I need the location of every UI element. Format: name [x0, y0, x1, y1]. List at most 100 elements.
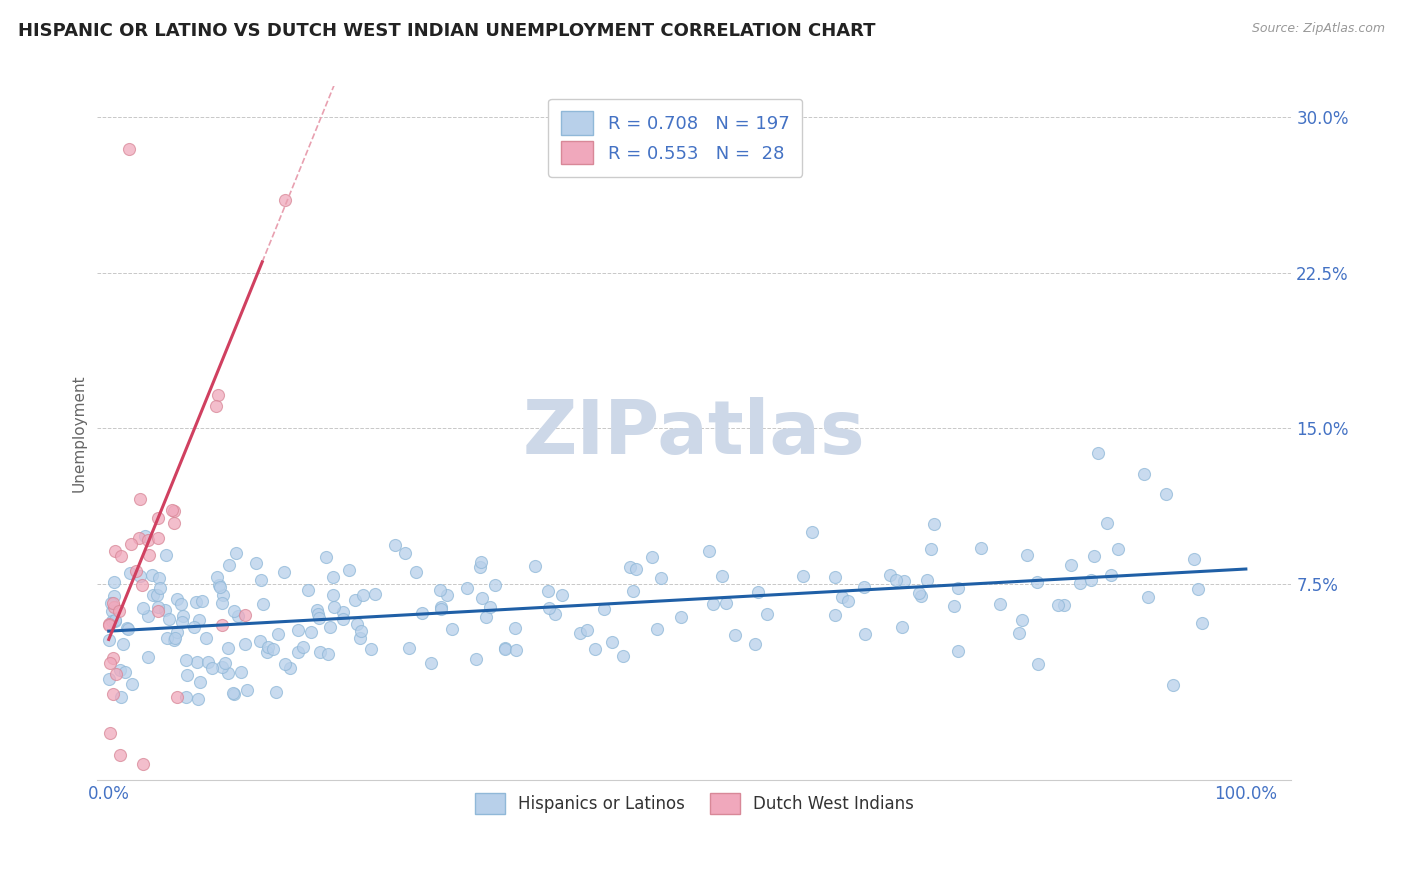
Point [1011, 613, 1033, 627]
Point [619, 560, 641, 574]
Point [129, 569, 152, 583]
Point [112, 637, 135, 651]
Point [551, 588, 574, 602]
Point [153, 603, 176, 617]
Point [1161, 678, 1184, 692]
Point [879, 567, 901, 582]
Point [364, 587, 387, 601]
Point [195, 631, 218, 645]
Point [103, 574, 125, 589]
Point [187, 613, 209, 627]
Point [103, 599, 125, 614]
Point [132, 756, 155, 771]
Point [544, 607, 567, 621]
Point [211, 660, 233, 674]
Point [942, 599, 965, 614]
Point [852, 580, 875, 594]
Point [183, 620, 205, 634]
Point [1137, 590, 1160, 604]
Point [160, 503, 183, 517]
Point [148, 604, 170, 618]
Point [115, 621, 138, 635]
Point [211, 618, 233, 632]
Point [569, 625, 592, 640]
Point [747, 585, 769, 599]
Point [697, 544, 720, 558]
Point [211, 596, 233, 610]
Legend: Hispanics or Latinos, Dutch West Indians: Hispanics or Latinos, Dutch West Indians [464, 782, 924, 824]
Point [278, 661, 301, 675]
Point [146, 588, 169, 602]
Point [322, 600, 344, 615]
Point [319, 620, 342, 634]
Point [273, 565, 295, 579]
Point [398, 640, 420, 655]
Point [98, 656, 121, 670]
Point [218, 558, 240, 572]
Point [97, 617, 120, 632]
Point [316, 648, 339, 662]
Point [274, 193, 297, 207]
Point [132, 601, 155, 615]
Point [332, 612, 354, 626]
Point [186, 595, 208, 609]
Point [1099, 567, 1122, 582]
Point [212, 588, 235, 602]
Point [792, 569, 814, 583]
Point [907, 585, 929, 599]
Point [131, 578, 153, 592]
Point [287, 623, 309, 637]
Text: HISPANIC OR LATINO VS DUTCH WEST INDIAN UNEMPLOYMENT CORRELATION CHART: HISPANIC OR LATINO VS DUTCH WEST INDIAN … [18, 22, 876, 40]
Point [108, 748, 131, 763]
Point [141, 567, 163, 582]
Point [163, 504, 186, 518]
Point [197, 655, 219, 669]
Point [669, 610, 692, 624]
Point [120, 566, 142, 581]
Point [120, 537, 142, 551]
Point [1059, 558, 1081, 573]
Point [114, 665, 136, 679]
Point [101, 651, 124, 665]
Point [575, 624, 598, 638]
Point [650, 571, 672, 585]
Point [104, 613, 127, 627]
Point [205, 570, 228, 584]
Point [645, 622, 668, 636]
Point [436, 588, 458, 602]
Point [103, 589, 125, 603]
Point [1132, 467, 1154, 481]
Point [332, 605, 354, 619]
Point [186, 655, 208, 669]
Point [484, 578, 506, 592]
Point [744, 637, 766, 651]
Point [262, 641, 284, 656]
Point [207, 388, 229, 402]
Point [264, 684, 287, 698]
Point [128, 531, 150, 545]
Point [1080, 574, 1102, 588]
Point [174, 653, 197, 667]
Point [1025, 575, 1047, 590]
Point [360, 641, 382, 656]
Point [100, 596, 122, 610]
Point [125, 564, 148, 578]
Point [146, 511, 169, 525]
Point [297, 583, 319, 598]
Point [1191, 616, 1213, 631]
Point [440, 622, 463, 636]
Point [1008, 626, 1031, 640]
Point [267, 627, 290, 641]
Point [922, 517, 945, 532]
Point [274, 657, 297, 671]
Point [337, 563, 360, 577]
Point [724, 628, 747, 642]
Point [920, 542, 942, 557]
Point [503, 621, 526, 635]
Point [612, 648, 634, 663]
Point [970, 541, 993, 555]
Point [187, 691, 209, 706]
Point [305, 603, 328, 617]
Point [640, 549, 662, 564]
Point [245, 556, 267, 570]
